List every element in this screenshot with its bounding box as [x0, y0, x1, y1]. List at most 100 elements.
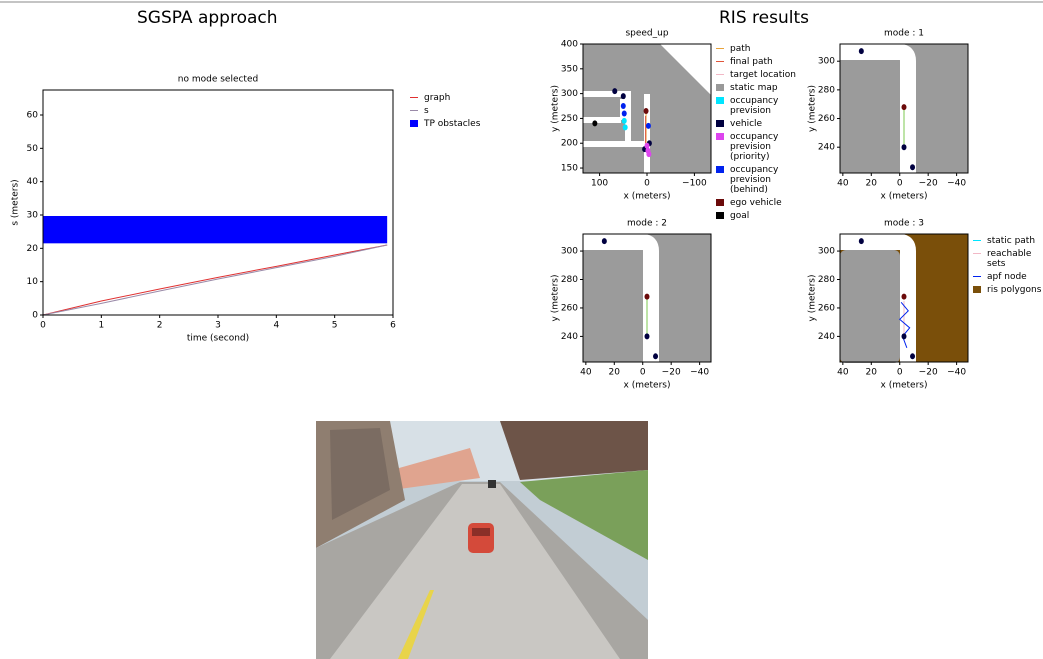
- y-tick-label: 280: [561, 275, 578, 285]
- camera-view: [316, 421, 648, 659]
- lane-marking: [398, 590, 434, 659]
- road: [583, 91, 650, 173]
- map-point: [643, 107, 649, 114]
- car: [468, 523, 494, 553]
- y-tick-label: 0: [32, 311, 38, 321]
- series-line: [42, 244, 388, 316]
- y-tick-label: 150: [561, 164, 578, 174]
- y-axis-label: y (meters): [551, 85, 561, 132]
- chart-title: mode : 3: [884, 219, 924, 229]
- legend-item: final path: [716, 57, 796, 67]
- legend-item: ego vehicle: [716, 198, 796, 208]
- map-point: [858, 238, 864, 245]
- legend-marker: [716, 133, 724, 140]
- legend-marker: [716, 199, 724, 206]
- map-point: [901, 104, 907, 111]
- legend-label: static map: [730, 83, 778, 93]
- x-tick-label: −40: [690, 368, 709, 378]
- y-tick-label: 260: [818, 114, 835, 124]
- legend-marker: [716, 120, 724, 127]
- y-tick-label: 300: [818, 247, 835, 257]
- x-tick-label: 4: [273, 321, 279, 331]
- map-point: [620, 103, 626, 110]
- legend-label: vehicle: [730, 119, 763, 129]
- x-tick-label: 5: [332, 321, 338, 331]
- legend-item: occupancy prevision (behind): [716, 165, 796, 195]
- map-point: [620, 93, 626, 100]
- legend-marker: [716, 166, 724, 173]
- y-tick-label: 10: [27, 277, 39, 287]
- y-tick-label: 260: [561, 303, 578, 313]
- y-tick-label: 240: [561, 332, 578, 342]
- x-tick-label: 0: [640, 368, 646, 378]
- map-point: [910, 164, 916, 171]
- x-axis-label: x (meters): [881, 381, 928, 391]
- plot-content: [583, 234, 659, 363]
- legend-item: TP obstacles: [410, 119, 480, 129]
- plot-content: [583, 44, 711, 173]
- map-point: [644, 142, 650, 149]
- y-axis-label: y (meters): [808, 275, 818, 322]
- legend-item: occupancy prevision (priority): [716, 132, 796, 162]
- legend-label: occupancy prevision (behind): [730, 165, 779, 195]
- legend-label: TP obstacles: [424, 119, 481, 129]
- map-point: [621, 117, 627, 124]
- y-tick-label: 200: [561, 139, 578, 149]
- legend-label: reachable sets: [987, 249, 1032, 269]
- x-tick-label: 100: [591, 179, 608, 189]
- map-point: [622, 124, 628, 131]
- chart-title: mode : 2: [627, 219, 667, 229]
- road: [840, 44, 916, 173]
- y-tick-label: 300: [561, 89, 578, 99]
- legend: static path reachable sets apf node ris pol…: [973, 236, 1043, 298]
- x-tick-label: 20: [609, 368, 621, 378]
- legend-label: occupancy prevision (priority): [730, 132, 779, 162]
- legend-label: path: [730, 44, 751, 54]
- map-point: [612, 88, 618, 95]
- chart: mode : 1 40 20 0 −20 −40 240 260 280 300 x (meters…: [808, 29, 969, 202]
- map-point: [621, 110, 627, 117]
- legend-label: static path: [987, 236, 1036, 246]
- x-tick-label: −20: [662, 368, 681, 378]
- y-tick-label: 60: [27, 111, 39, 121]
- map-point: [858, 48, 864, 55]
- legend-marker: [716, 212, 724, 219]
- legend-label: goal: [730, 211, 750, 221]
- plot-content: [840, 44, 916, 173]
- plot-content: [840, 234, 916, 363]
- x-tick-label: 40: [580, 368, 592, 378]
- legend-item: ris polygons: [973, 285, 1043, 295]
- legend-label: final path: [730, 57, 773, 67]
- building-windows: [330, 428, 390, 520]
- legend-item: vehicle: [716, 119, 796, 129]
- x-tick-label: 6: [390, 321, 396, 331]
- x-tick-label: −100: [682, 179, 707, 189]
- plot-background: [43, 90, 393, 315]
- obstacle: [43, 216, 388, 244]
- x-tick-label: 20: [866, 179, 878, 189]
- legend-item: s: [410, 106, 480, 116]
- legend-item: target location: [716, 70, 796, 80]
- map-point: [644, 293, 650, 300]
- legend-marker: [973, 276, 981, 277]
- y-tick-label: 240: [818, 143, 835, 153]
- plot-frame: [582, 43, 712, 174]
- map-point: [901, 333, 907, 340]
- heading: RIS results: [719, 8, 809, 28]
- road: [583, 234, 659, 363]
- map-point: [645, 122, 651, 129]
- y-tick-label: 300: [818, 57, 835, 67]
- y-tick-label: 50: [27, 144, 39, 154]
- chart-title: mode : 1: [884, 29, 924, 39]
- map-point: [644, 333, 650, 340]
- x-tick-label: −40: [947, 368, 966, 378]
- y-tick-label: 30: [27, 211, 39, 221]
- map-point: [601, 238, 607, 245]
- map-point: [592, 120, 598, 127]
- x-tick-label: 20: [866, 368, 878, 378]
- legend-item: goal: [716, 211, 796, 221]
- chart-title: no mode selected: [178, 75, 258, 85]
